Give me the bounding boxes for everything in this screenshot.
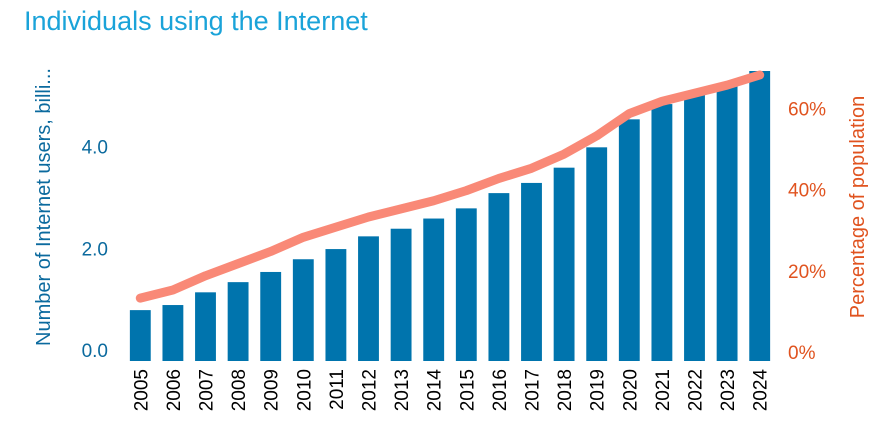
x-tick-label: 2013 bbox=[392, 369, 413, 411]
line-series bbox=[135, 70, 765, 303]
x-tick-label: 2011 bbox=[327, 369, 348, 410]
x-tick-label: 2016 bbox=[490, 369, 511, 411]
bar-2008 bbox=[227, 282, 249, 361]
x-tick-label: 2024 bbox=[751, 369, 772, 412]
bar-2006 bbox=[162, 305, 184, 361]
bar-2012 bbox=[358, 236, 379, 361]
bar-2013 bbox=[390, 228, 412, 361]
bar-2017 bbox=[521, 182, 542, 361]
x-tick-label: 2017 bbox=[523, 369, 544, 411]
bar-2021 bbox=[651, 104, 673, 361]
x-tick-label: 2021 bbox=[653, 369, 674, 411]
bar-2020 bbox=[618, 119, 640, 361]
x-tick-label: 2009 bbox=[262, 369, 283, 411]
bar-2011 bbox=[325, 249, 347, 361]
y-axis-left-label: Number of Internet users, billi... bbox=[33, 68, 55, 346]
x-tick-label: 2019 bbox=[588, 369, 609, 411]
bar-2014 bbox=[423, 218, 445, 361]
y-left-tick-label: 4.0 bbox=[82, 137, 108, 158]
x-tick-label: 2006 bbox=[164, 369, 185, 411]
x-tick-label: 2022 bbox=[686, 369, 707, 411]
x-tick-label: 2014 bbox=[425, 369, 446, 412]
bar-2019 bbox=[586, 147, 608, 361]
y-right-tick-label: 0% bbox=[788, 343, 816, 364]
chart-title: Individuals using the Internet bbox=[24, 6, 368, 36]
y-right-tick-label: 60% bbox=[788, 100, 826, 121]
x-tick-label: 2018 bbox=[555, 369, 576, 411]
bar-2009 bbox=[260, 271, 282, 361]
bar-series bbox=[129, 71, 771, 361]
x-tick-label: 2023 bbox=[718, 369, 739, 411]
bar-2005 bbox=[129, 310, 151, 361]
x-tick-label: 2015 bbox=[457, 369, 478, 411]
bar-2015 bbox=[455, 208, 477, 361]
x-tick-label: 2008 bbox=[229, 369, 250, 411]
y-left-tick-label: 0.0 bbox=[82, 341, 108, 362]
y-right-tick-label: 20% bbox=[788, 262, 826, 283]
x-axis-ticks: 2005 2006 2007 2008 2009 2010 2011 2012 2013 2014… bbox=[131, 369, 771, 412]
y-axis-right-label: Percentage of population bbox=[847, 96, 869, 318]
bar-2010 bbox=[292, 259, 314, 361]
x-tick-label: 2005 bbox=[131, 369, 152, 411]
y-axis-right-ticks: 0% 20% 40% 60% bbox=[788, 100, 826, 364]
x-tick-label: 2012 bbox=[360, 369, 381, 411]
bar-2016 bbox=[488, 193, 510, 361]
percentage-line bbox=[135, 70, 765, 303]
x-tick-label: 2007 bbox=[197, 369, 218, 411]
bar-2023 bbox=[716, 83, 738, 361]
bar-2007 bbox=[195, 292, 216, 361]
y-axis-left-ticks: 0.0 2.0 4.0 bbox=[82, 137, 108, 362]
bar-2022 bbox=[684, 93, 705, 361]
y-right-tick-label: 40% bbox=[788, 181, 826, 202]
bar-2018 bbox=[553, 167, 575, 361]
y-left-tick-label: 2.0 bbox=[82, 239, 108, 260]
bar-2024 bbox=[749, 71, 771, 361]
x-tick-label: 2010 bbox=[294, 369, 315, 411]
x-tick-label: 2020 bbox=[620, 369, 641, 411]
